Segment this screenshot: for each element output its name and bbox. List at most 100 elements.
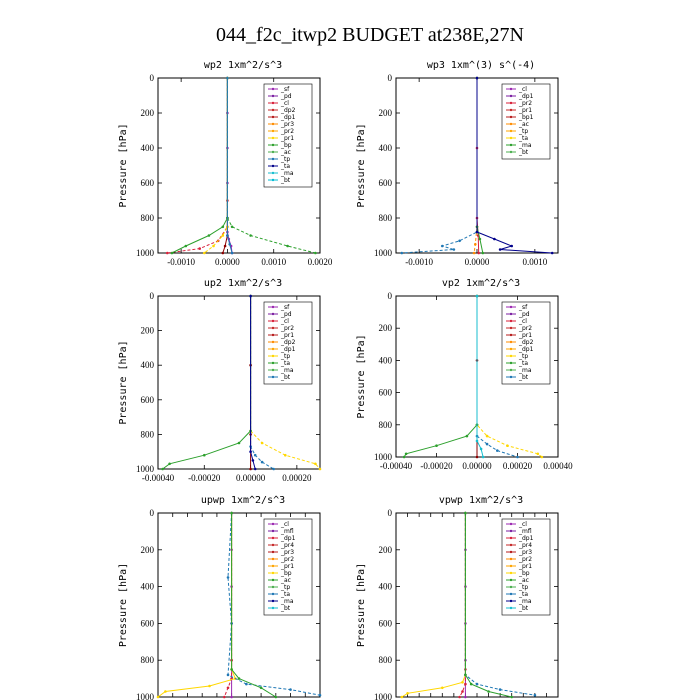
legend-marker bbox=[509, 550, 513, 554]
series-point bbox=[510, 695, 513, 699]
legend-marker bbox=[271, 354, 275, 358]
legend-box bbox=[263, 518, 313, 616]
legend-entry: _bt bbox=[280, 605, 291, 612]
legend-entry: _dp1 bbox=[280, 346, 296, 353]
series-point bbox=[464, 673, 467, 677]
legend-entry: _ta bbox=[280, 163, 290, 170]
series-point bbox=[314, 251, 317, 255]
series-point bbox=[318, 693, 322, 697]
figure-title: 044_f2c_itwp2 BUDGET at238E,27N bbox=[216, 24, 524, 46]
series-point bbox=[487, 690, 490, 693]
legend-entry: _bt bbox=[280, 177, 291, 184]
series-point bbox=[485, 434, 489, 438]
legend-marker bbox=[509, 305, 513, 309]
series-point bbox=[260, 460, 264, 464]
legend-entry: _bt bbox=[518, 374, 529, 381]
series-point bbox=[253, 467, 257, 471]
legend-entry: _pd bbox=[518, 311, 530, 318]
series-point bbox=[226, 673, 230, 677]
series-point bbox=[464, 511, 467, 515]
legend-entry: _dp1 bbox=[280, 114, 296, 121]
series-line-pr1 bbox=[401, 513, 466, 698]
panel-2: wp3 1xm^(3) s^(-4) Pressure [hPa] 0 200 400 6… bbox=[356, 60, 559, 267]
legend-marker bbox=[271, 319, 275, 323]
series-line-pr1 bbox=[157, 513, 236, 698]
series-point bbox=[498, 248, 502, 251]
legend-marker bbox=[271, 592, 275, 596]
legend-entry: _ac bbox=[280, 577, 291, 584]
legend-entry: _pr2 bbox=[280, 325, 294, 332]
series-point bbox=[221, 234, 225, 237]
series-point bbox=[184, 244, 188, 248]
panel-3: up2 1xm^2/s^3 Pressure [hPa] 0 200 400 600 800… bbox=[118, 278, 322, 483]
legend-entry: _cl bbox=[518, 318, 527, 325]
legend-marker bbox=[509, 94, 513, 98]
y-tick-label: 400 bbox=[141, 582, 155, 592]
legend-marker bbox=[271, 564, 275, 568]
legend-marker bbox=[509, 592, 513, 596]
legend-box bbox=[501, 518, 551, 616]
series-line-ma bbox=[476, 296, 484, 458]
legend-entry: _pr3 bbox=[518, 549, 532, 556]
y-tick-label: 200 bbox=[141, 326, 155, 336]
legend-entry: _mfl bbox=[518, 528, 532, 535]
series-point bbox=[223, 695, 226, 699]
legend-marker bbox=[271, 178, 275, 182]
legend-entry: _bt bbox=[280, 374, 291, 381]
y-tick-label: 600 bbox=[141, 178, 155, 188]
y-tick-label: 400 bbox=[379, 582, 393, 592]
legend-entry: _pr2 bbox=[518, 325, 532, 332]
panel-title: upwp 1xm^2/s^3 bbox=[201, 495, 285, 506]
legend-entry: _ma bbox=[280, 598, 294, 605]
legend-entry: _ma bbox=[518, 367, 532, 374]
series-point bbox=[228, 243, 231, 246]
legend-entry: _tp bbox=[280, 353, 290, 360]
legend-entry: _tp bbox=[518, 128, 528, 135]
legend-entry: _cl bbox=[280, 521, 289, 528]
legend-entry: _tp bbox=[280, 584, 290, 591]
series-point bbox=[458, 239, 461, 243]
legend-entry: _dp2 bbox=[280, 339, 296, 346]
legend-entry: _dp2 bbox=[280, 107, 296, 114]
series-point bbox=[485, 442, 489, 446]
y-tick-label: 800 bbox=[379, 420, 393, 430]
legend-entry: _bt bbox=[518, 149, 529, 156]
series-point bbox=[221, 251, 225, 255]
y-tick-label: 1000 bbox=[374, 452, 393, 462]
legend-entry: _ma bbox=[280, 170, 294, 177]
legend-marker bbox=[509, 522, 513, 526]
legend-entry: _pr4 bbox=[280, 542, 294, 549]
legend-marker bbox=[271, 326, 275, 330]
series-point bbox=[475, 230, 479, 234]
y-tick-label: 0 bbox=[388, 73, 393, 83]
series-point bbox=[203, 453, 206, 457]
series-point bbox=[475, 294, 479, 298]
panel-title: wp3 1xm^(3) s^(-4) bbox=[427, 60, 535, 71]
series-line-dp2 bbox=[167, 78, 228, 254]
legend-marker bbox=[509, 375, 513, 379]
y-tick-label: 800 bbox=[141, 655, 155, 665]
y-tick-label: 1000 bbox=[374, 248, 393, 258]
legend-marker bbox=[271, 606, 275, 610]
y-tick-label: 200 bbox=[141, 108, 155, 118]
y-tick-label: 200 bbox=[141, 545, 155, 555]
legend-entry: _cl bbox=[518, 521, 527, 528]
y-axis-label: Pressure [hPa] bbox=[356, 123, 367, 207]
series-point bbox=[226, 76, 229, 80]
legend-marker bbox=[509, 571, 513, 575]
series-point bbox=[475, 76, 479, 80]
legend-marker bbox=[509, 585, 513, 589]
legend-entry: _pr1 bbox=[280, 135, 294, 142]
legend-marker bbox=[271, 164, 275, 168]
y-tick-label: 200 bbox=[379, 323, 393, 333]
panel-title: wp2 1xm^2/s^3 bbox=[204, 60, 282, 71]
series-point bbox=[203, 251, 206, 255]
series-point bbox=[510, 244, 513, 248]
legend-marker bbox=[271, 557, 275, 561]
series-point bbox=[208, 684, 211, 688]
legend-entry: _sf bbox=[518, 304, 528, 311]
y-tick-label: 800 bbox=[141, 213, 155, 223]
x-tick-label: -0.00040 bbox=[380, 461, 413, 471]
legend-marker bbox=[271, 108, 275, 112]
legend-marker bbox=[509, 122, 513, 126]
